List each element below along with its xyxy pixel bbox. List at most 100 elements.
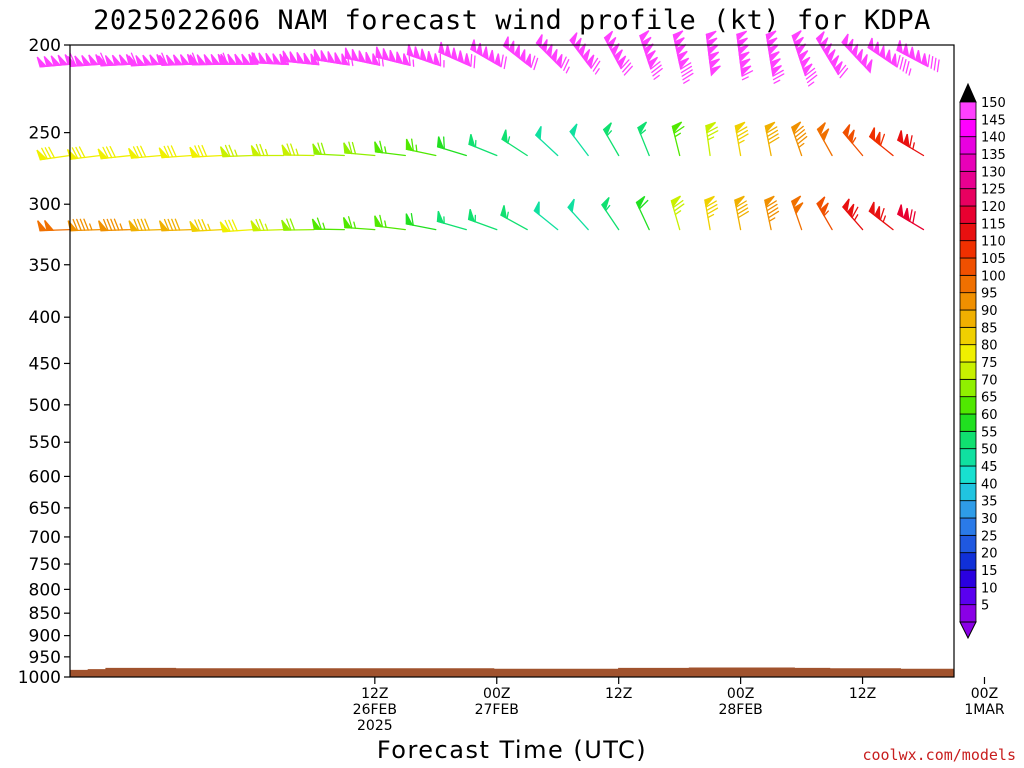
wind-barb <box>189 144 224 158</box>
colorbar-label: 115 <box>981 217 1006 232</box>
colorbar-label: 80 <box>981 339 998 354</box>
wind-barb <box>158 145 193 159</box>
wind-barb <box>36 146 71 161</box>
wind-barb <box>569 123 589 157</box>
y-tick-label: 550 <box>29 433 61 453</box>
wind-barb <box>868 127 894 157</box>
wind-barb <box>467 209 498 231</box>
wind-barb <box>601 197 620 231</box>
y-tick-label: 1000 <box>18 668 61 688</box>
colorbar-label: 15 <box>981 564 998 579</box>
wind-barb <box>672 30 694 84</box>
wind-barb <box>189 219 224 232</box>
wind-barb <box>896 130 925 157</box>
x-tick-label: 26FEB <box>353 702 397 718</box>
colorbar-swatch <box>959 170 977 190</box>
y-tick-label: 200 <box>29 36 61 56</box>
colorbar-label: 60 <box>981 408 998 423</box>
colorbar-label: 75 <box>981 356 998 371</box>
colorbar-label: 55 <box>981 425 998 440</box>
wind-barb <box>501 129 528 157</box>
wind-barb <box>189 52 229 66</box>
colorbar-label: 105 <box>981 252 1006 267</box>
wind-barb <box>896 40 940 73</box>
wind-barb <box>219 144 254 158</box>
y-tick-label: 700 <box>29 528 61 548</box>
y-tick-label: 500 <box>29 396 61 416</box>
colorbar-swatch <box>959 222 977 242</box>
colorbar-label: 150 <box>981 96 1006 111</box>
colorbar-swatch <box>959 378 977 398</box>
wind-barb <box>158 52 198 66</box>
x-tick-label: 1MAR <box>964 702 1005 718</box>
colorbar-swatch <box>959 482 977 502</box>
x-tick-label: 27FEB <box>475 702 519 718</box>
y-tick-label: 950 <box>29 648 61 668</box>
wind-barb <box>470 39 507 70</box>
plot-frame <box>69 44 955 678</box>
wind-barb <box>66 146 102 160</box>
y-tick-label: 600 <box>29 467 61 487</box>
wind-barb <box>406 44 445 68</box>
colorbar-swatch <box>959 552 977 571</box>
terrain-polygon <box>70 667 954 677</box>
wind-barb <box>374 214 406 231</box>
colorbar-label: 145 <box>981 113 1006 128</box>
wind-barb <box>639 30 663 80</box>
wind-barb <box>438 41 476 69</box>
wind-barb <box>705 121 719 157</box>
x-axis-label: Forecast Time (UTC) <box>377 736 647 764</box>
colorbar-swatch <box>959 101 977 120</box>
colorbar-label: 140 <box>981 131 1006 146</box>
wind-barb <box>37 220 71 232</box>
wind-barb <box>671 121 685 157</box>
wind-barb <box>569 32 601 75</box>
wind-barb <box>734 195 749 231</box>
colorbar-label: 135 <box>981 148 1006 163</box>
wind-barb <box>842 124 864 157</box>
terrain-surface <box>70 667 954 677</box>
y-tick-label: 250 <box>29 124 61 144</box>
colorbar-swatch <box>959 534 977 554</box>
y-tick-label: 850 <box>29 604 61 624</box>
wind-barb <box>468 134 498 157</box>
colorbar-swatch <box>959 292 977 311</box>
colorbar-label: 30 <box>981 512 998 527</box>
wind-barb <box>637 121 650 157</box>
colorbar-swatch <box>959 205 977 224</box>
wind-barb <box>158 218 193 232</box>
wind-barb <box>670 195 685 231</box>
colorbar-swatch <box>959 274 977 294</box>
wind-barb <box>312 142 345 157</box>
wind-barb <box>342 216 376 231</box>
wind-barb <box>98 218 132 232</box>
colorbar-swatch <box>959 396 977 415</box>
colorbar-label: 130 <box>981 165 1006 180</box>
wind-barb <box>533 201 559 231</box>
y-tick-label: 650 <box>29 499 61 519</box>
wind-barb <box>500 205 528 231</box>
wind-barb <box>567 198 589 231</box>
colorbar-swatch <box>959 500 977 519</box>
wind-barb <box>502 36 539 71</box>
colorbar-label: 125 <box>981 183 1006 198</box>
colorbar-swatch <box>959 136 977 155</box>
wind-barb <box>375 46 415 67</box>
colorbar-swatch <box>959 361 977 380</box>
wind-barb <box>765 30 785 84</box>
wind-barb <box>281 218 315 231</box>
colorbar-label: 40 <box>981 477 998 492</box>
y-tick-label: 750 <box>29 555 61 575</box>
wind-barb <box>704 195 719 231</box>
wind-barb <box>436 136 467 157</box>
wind-barb <box>791 30 818 87</box>
colorbar-swatch <box>959 517 977 536</box>
colorbar-swatch <box>959 309 977 328</box>
wind-barb <box>868 201 894 231</box>
wind-barb <box>842 198 864 231</box>
wind-barb <box>281 143 315 157</box>
wind-barb <box>374 140 406 157</box>
wind-barb <box>635 195 650 231</box>
colorbar-label: 85 <box>981 321 998 336</box>
colorbar-label: 120 <box>981 200 1006 215</box>
